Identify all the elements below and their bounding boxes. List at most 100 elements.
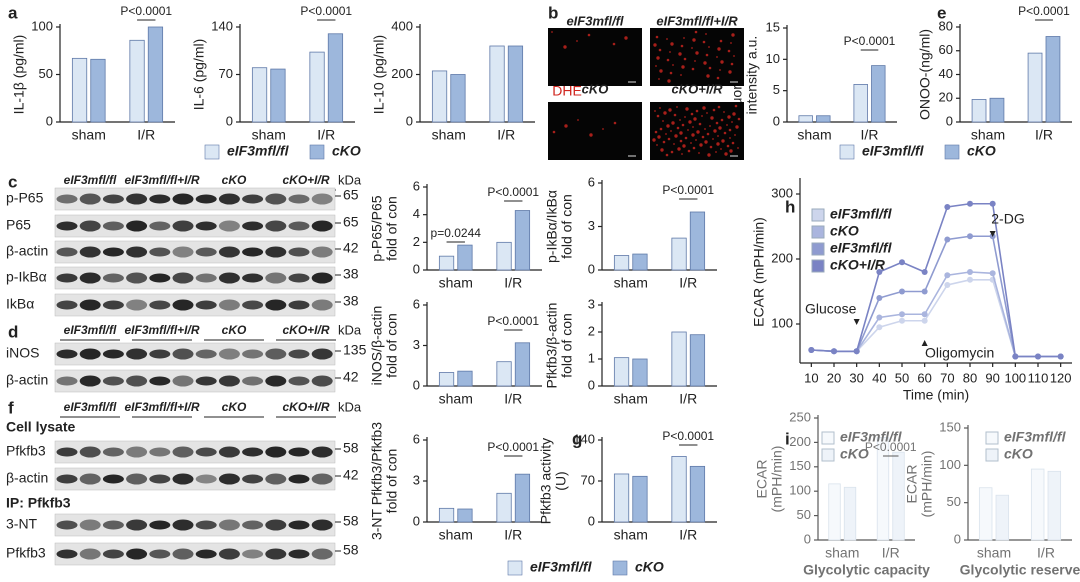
blot-band (56, 447, 78, 457)
stain-spot (656, 144, 658, 146)
stain-spot (659, 107, 661, 109)
stain-spot (720, 118, 724, 122)
y-tick-label: 100 (939, 457, 961, 472)
y-axis-label: IL-10 (pg/ml) (371, 35, 387, 114)
stain-spot (668, 108, 672, 112)
y-tick-label: 100 (31, 18, 53, 33)
stain-spot (577, 119, 579, 121)
stain-spot (717, 47, 721, 51)
data-point (944, 282, 951, 288)
blot-band (242, 194, 264, 204)
blot-band (172, 299, 194, 311)
data-point (967, 233, 973, 240)
blot-band (311, 446, 333, 458)
stain-spot (693, 117, 697, 121)
x-tick-label: I/R (137, 127, 155, 143)
bar (90, 58, 106, 123)
panel-letter: e (937, 3, 946, 22)
stain-spot (726, 144, 730, 148)
data-point (967, 200, 973, 207)
legend-swatch (507, 560, 523, 576)
blot-band (102, 474, 124, 484)
chart: 0 50 100 IL-1β (pg/ml) sham I/R P<0.0001 (11, 4, 175, 143)
bar (270, 68, 286, 123)
stain-spot (698, 122, 702, 126)
stain-spot (587, 33, 591, 37)
bar (514, 210, 531, 271)
blot-band (311, 348, 333, 360)
stain-spot (726, 124, 728, 126)
stain-spot (717, 105, 721, 109)
blot-band (126, 473, 148, 485)
legend-label: cKO (1004, 446, 1033, 462)
micrograph (548, 102, 642, 160)
blot-band (242, 549, 264, 559)
blot-band (79, 272, 101, 284)
stain-spot (705, 33, 707, 35)
blot-band (311, 473, 333, 485)
y-tick-label: 3 (413, 337, 420, 352)
stain-spot (676, 106, 678, 108)
blot-band (126, 548, 148, 560)
stain-spot (680, 44, 684, 48)
bar (251, 67, 268, 123)
blot-row-label: Pfkfb3 (6, 443, 46, 459)
bar (853, 84, 868, 123)
blot-band (102, 247, 124, 257)
data-point (921, 311, 928, 318)
blot-band (126, 299, 148, 311)
x-tick-label: sham (439, 391, 473, 407)
x-tick-label: sham (614, 275, 648, 291)
blot-strip (54, 240, 336, 264)
blot-strip (54, 214, 336, 238)
bar (431, 70, 448, 123)
bar (689, 465, 706, 523)
stain-spot (704, 140, 708, 144)
stain-spot (737, 117, 741, 121)
bar (613, 473, 630, 523)
chart: 0 70 140 Pfkfb3 activity (U) sham I/R P<0.0001 (538, 429, 717, 543)
bar (1047, 470, 1062, 541)
blot-band (79, 375, 101, 387)
bar (496, 241, 512, 271)
stain-spot (719, 39, 723, 43)
blot-band (149, 376, 171, 386)
stain-spot (724, 152, 728, 156)
stain-spot (552, 130, 556, 134)
bar (632, 358, 648, 387)
bar (632, 475, 648, 523)
blot-band (79, 220, 101, 232)
x-axis-label: Glycolytic reserve (960, 562, 1080, 578)
blot-band (172, 348, 194, 360)
stain-spot (653, 43, 657, 47)
stain-spot (691, 133, 695, 137)
kda-label: 42 (343, 369, 359, 385)
bar (632, 253, 648, 271)
blot-band (288, 221, 310, 231)
legend-swatch (811, 208, 825, 222)
stain-spot (709, 125, 711, 127)
blot-band (172, 473, 194, 485)
chart: 0 50 100 150 ECAR (mPH/min) sham I/RGlycolytic … (904, 419, 1080, 577)
stain-spot (670, 130, 672, 132)
blot-band (56, 349, 78, 359)
bar (489, 45, 505, 123)
stain-spot (731, 33, 735, 37)
x-tick-label: 30 (849, 370, 863, 385)
legend-swatch (811, 242, 825, 256)
stain-spot (734, 104, 738, 108)
x-tick-label: I/R (504, 275, 522, 291)
image-label: eIF3mfl/fl+I/R (656, 13, 738, 28)
blot-band (242, 376, 264, 386)
stain-spot (683, 57, 687, 61)
data-point (989, 200, 996, 207)
bar (457, 508, 473, 523)
blot-band (218, 446, 240, 458)
blot-band (218, 299, 240, 311)
legend-swatch (985, 431, 999, 445)
y-tick-label: 2 (413, 234, 420, 249)
data-point (899, 288, 905, 295)
blot-row-label: p-P65 (6, 190, 44, 206)
data-point (921, 269, 928, 275)
